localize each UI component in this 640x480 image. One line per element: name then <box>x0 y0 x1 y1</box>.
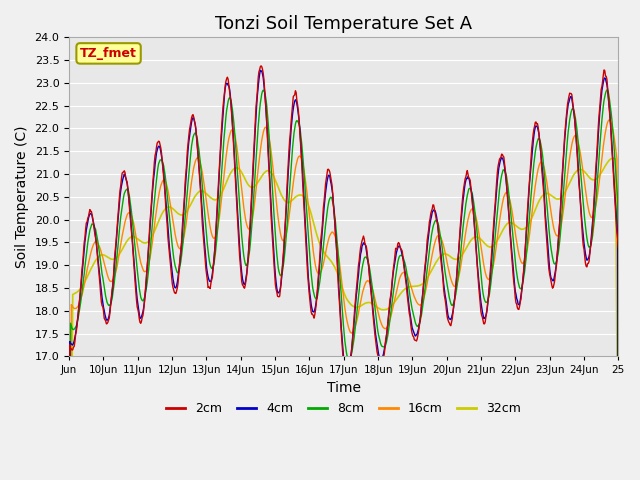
Legend: 2cm, 4cm, 8cm, 16cm, 32cm: 2cm, 4cm, 8cm, 16cm, 32cm <box>161 397 526 420</box>
Y-axis label: Soil Temperature (C): Soil Temperature (C) <box>15 126 29 268</box>
X-axis label: Time: Time <box>327 381 361 395</box>
Text: TZ_fmet: TZ_fmet <box>80 47 137 60</box>
Title: Tonzi Soil Temperature Set A: Tonzi Soil Temperature Set A <box>215 15 472 33</box>
